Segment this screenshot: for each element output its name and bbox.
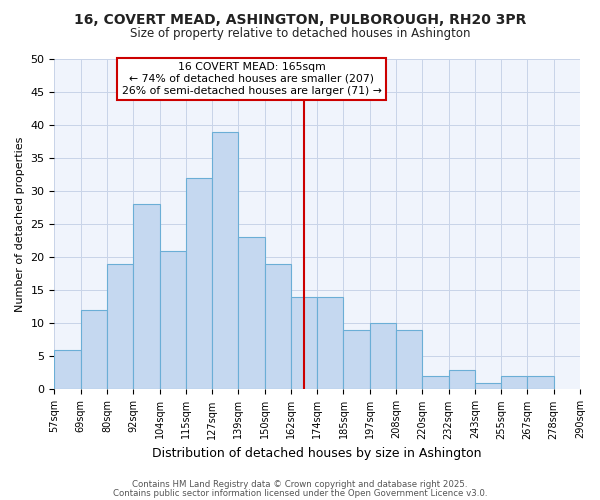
Bar <box>55 350 80 390</box>
Text: 16, COVERT MEAD, ASHINGTON, PULBOROUGH, RH20 3PR: 16, COVERT MEAD, ASHINGTON, PULBOROUGH, … <box>74 12 526 26</box>
Bar <box>343 330 370 390</box>
Bar <box>80 310 107 390</box>
Bar <box>160 250 186 390</box>
Bar <box>396 330 422 390</box>
Bar <box>107 264 133 390</box>
Bar <box>238 238 265 390</box>
Text: Contains HM Land Registry data © Crown copyright and database right 2025.: Contains HM Land Registry data © Crown c… <box>132 480 468 489</box>
Y-axis label: Number of detached properties: Number of detached properties <box>15 136 25 312</box>
Bar <box>133 204 160 390</box>
Text: Size of property relative to detached houses in Ashington: Size of property relative to detached ho… <box>130 28 470 40</box>
Bar <box>527 376 554 390</box>
Bar <box>475 383 501 390</box>
Text: Contains public sector information licensed under the Open Government Licence v3: Contains public sector information licen… <box>113 488 487 498</box>
X-axis label: Distribution of detached houses by size in Ashington: Distribution of detached houses by size … <box>152 447 482 460</box>
Bar <box>212 132 238 390</box>
Bar <box>501 376 527 390</box>
Bar <box>317 297 343 390</box>
Text: 16 COVERT MEAD: 165sqm
← 74% of detached houses are smaller (207)
26% of semi-de: 16 COVERT MEAD: 165sqm ← 74% of detached… <box>122 62 382 96</box>
Bar <box>186 178 212 390</box>
Bar <box>449 370 475 390</box>
Bar <box>422 376 449 390</box>
Bar <box>265 264 291 390</box>
Bar <box>370 324 396 390</box>
Bar <box>291 297 317 390</box>
